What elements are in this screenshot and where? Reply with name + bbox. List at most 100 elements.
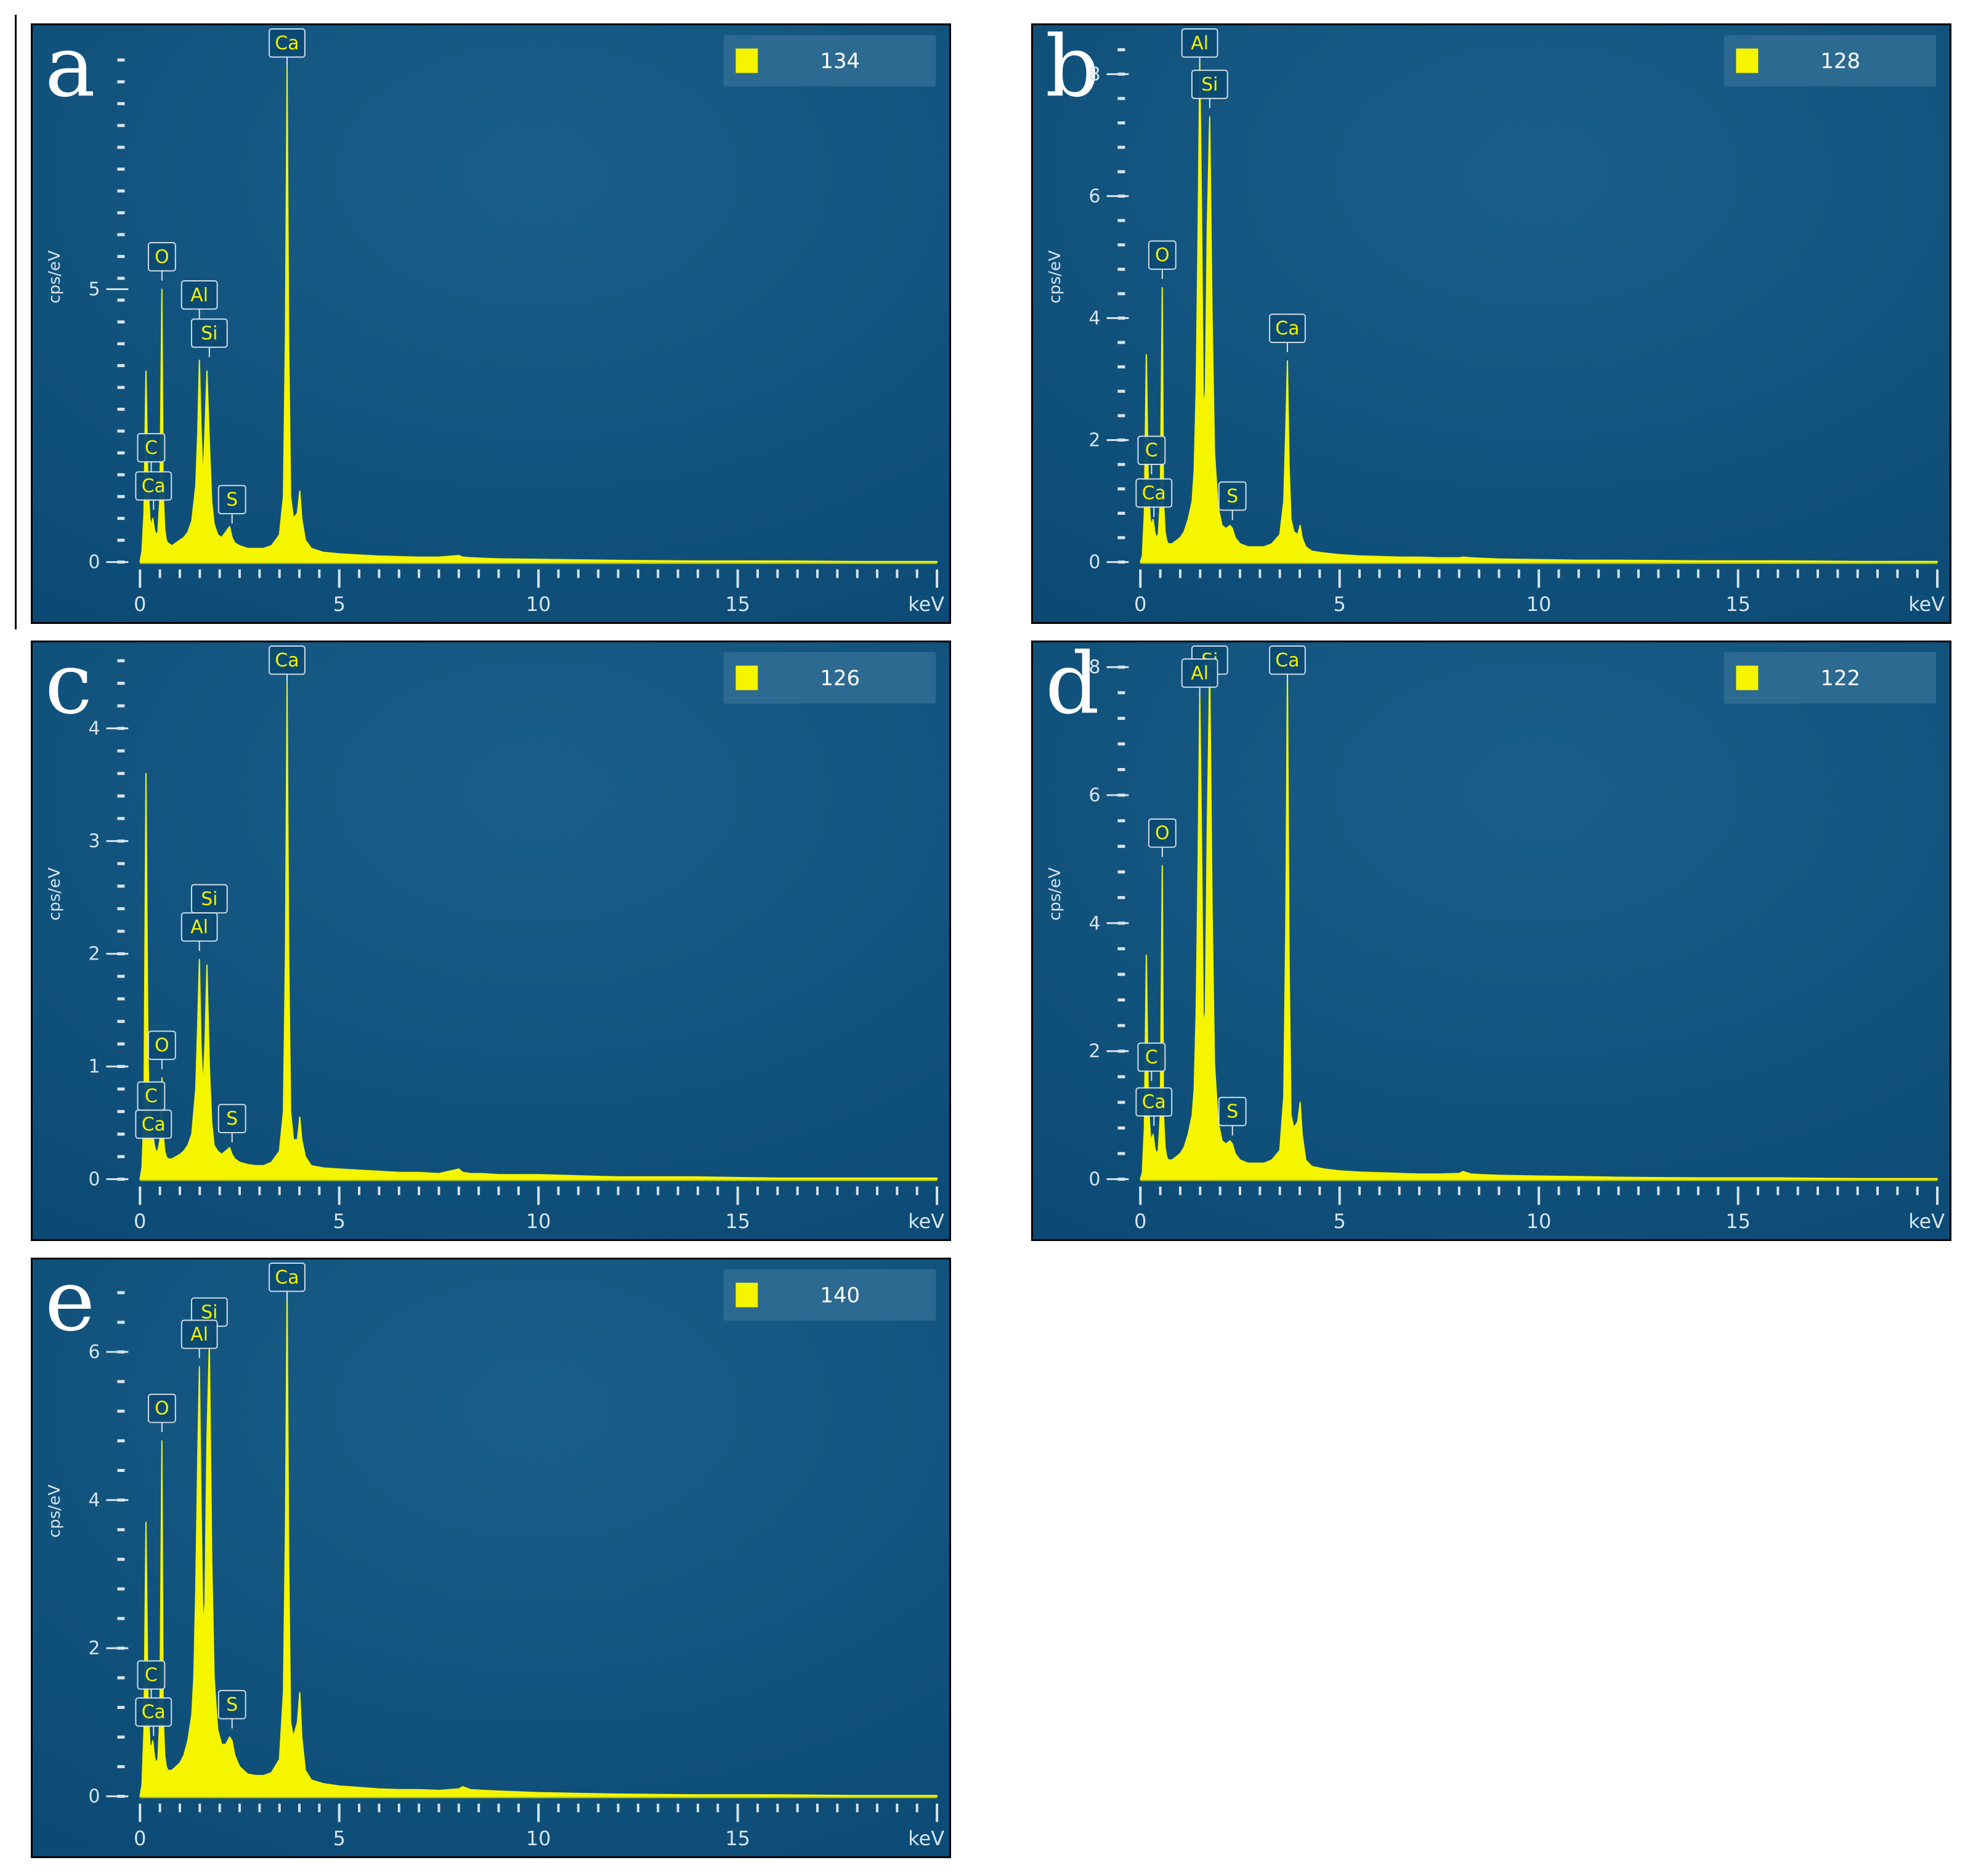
x-tick-label: 5 <box>333 1827 346 1850</box>
x-tick-label: 10 <box>1526 1210 1552 1233</box>
spectrum-panel-e: e 0 2 4 6 cps/eV 0 5 10 15 keV Ca Si Al O C Ca S 140 <box>31 1258 951 1858</box>
spectrum-panel-c: c 0 1 2 3 4 cps/eV 0 5 10 15 keV Ca Si Al O C Ca S 126 <box>31 641 951 1241</box>
x-axis-unit: keV <box>1908 1210 1945 1233</box>
legend-label: 134 <box>820 49 860 73</box>
peak-label-text: Si <box>201 888 217 910</box>
peak-label-text: Si <box>201 1301 217 1323</box>
legend-label: 126 <box>820 666 860 690</box>
legend-box <box>723 34 936 87</box>
peak-label-si: Si <box>1191 70 1228 108</box>
figure-divider-line <box>15 15 17 629</box>
peak-label-ca: Ca <box>1269 645 1306 684</box>
peak-label-al: Al <box>180 912 218 951</box>
y-tick-label: 4 <box>1089 913 1101 934</box>
peak-label-ca: Ca <box>269 1262 306 1301</box>
peak-label-text: O <box>155 246 169 268</box>
peak-label-al: Al <box>1181 28 1218 67</box>
peak-label-ca: Ca <box>135 1697 172 1736</box>
x-tick-label: 15 <box>725 1827 750 1850</box>
legend-box <box>723 652 936 704</box>
peak-label-text: Si <box>1201 74 1218 95</box>
peak-label-text: O <box>155 1398 169 1420</box>
peak-label-box <box>1269 313 1306 343</box>
peak-label-text: Ca <box>275 1267 299 1288</box>
y-tick-label: 2 <box>1089 430 1101 451</box>
x-axis-unit: keV <box>1908 592 1945 616</box>
panel-letter: a <box>45 25 95 116</box>
y-tick-label: 0 <box>1089 552 1101 573</box>
y-axis-label: cps/eV <box>1046 867 1064 921</box>
legend: 140 <box>723 1269 936 1321</box>
y-tick-label: 4 <box>89 718 100 740</box>
y-tick-label: 4 <box>1089 307 1101 329</box>
spectrum-panel-a: a 0 5 cps/eV 0 5 10 15 keV Ca O Al Si C Ca S 134 <box>31 23 951 624</box>
legend-swatch <box>735 48 758 73</box>
x-tick-label: 15 <box>725 1210 750 1233</box>
peak-label-ca: Ca <box>1135 1087 1173 1126</box>
peak-label-o: O <box>1148 240 1177 280</box>
peak-label-text: Ca <box>1142 1091 1166 1113</box>
x-tick-label: 0 <box>134 592 146 616</box>
x-tick-label: 5 <box>333 592 346 616</box>
spectrum-chart-c: c 0 1 2 3 4 cps/eV 0 5 10 15 keV Ca Si Al O C Ca S 126 <box>33 642 949 1239</box>
y-tick-label: 8 <box>1089 657 1101 678</box>
peak-label-text: Ca <box>142 475 166 497</box>
legend: 128 <box>1724 34 1937 87</box>
peak-label-text: Ca <box>1275 318 1299 339</box>
peak-label-c: C <box>137 1660 166 1699</box>
spectrum-series <box>1140 61 1939 563</box>
panel-letter: c <box>45 642 92 733</box>
peak-label-o: O <box>147 242 176 281</box>
x-tick-label: 15 <box>725 592 750 616</box>
x-tick-label: 10 <box>1526 592 1552 616</box>
spectrum-panel-b: b 0 2 4 6 8 cps/eV 0 5 10 15 keV Al Si O Ca C Ca S 128 <box>1031 23 1951 624</box>
peak-label-ca: Ca <box>135 1109 172 1149</box>
peak-label-text: S <box>226 489 238 511</box>
y-tick-label: 5 <box>89 279 100 301</box>
plot-background <box>33 25 949 622</box>
x-tick-label: 0 <box>134 1210 146 1233</box>
x-axis-unit: keV <box>908 592 944 616</box>
x-axis-unit: keV <box>908 1210 944 1233</box>
spectrum-chart-b: b 0 2 4 6 8 cps/eV 0 5 10 15 keV Al Si O Ca C Ca S 128 <box>1033 25 1950 622</box>
peak-label-text: Al <box>190 1324 208 1345</box>
x-tick-label: 5 <box>333 1210 346 1233</box>
x-tick-label: 0 <box>1134 1210 1146 1233</box>
plot-background <box>33 1259 949 1856</box>
peak-label-text: O <box>1155 823 1170 844</box>
x-tick-label: 10 <box>526 1210 551 1233</box>
peak-label-text: Al <box>190 285 208 306</box>
x-tick-label: 0 <box>134 1827 146 1850</box>
y-tick-label: 6 <box>1089 185 1101 207</box>
peak-label-text: C <box>145 1665 158 1686</box>
y-tick-label: 0 <box>89 552 100 573</box>
peak-label-text: Al <box>1191 663 1209 684</box>
legend-swatch <box>735 1282 758 1308</box>
legend: 134 <box>723 34 936 87</box>
peak-label-c: C <box>137 433 166 472</box>
peak-label-text: O <box>1155 245 1170 266</box>
plot-background <box>33 642 949 1239</box>
legend-label: 128 <box>1820 49 1860 73</box>
peak-label-text: S <box>226 1108 238 1130</box>
peak-label-text: C <box>1145 440 1158 461</box>
peak-label-c: C <box>1137 1042 1166 1082</box>
spectrum-chart-a: a 0 5 cps/eV 0 5 10 15 keV Ca O Al Si C Ca S 134 <box>33 25 949 622</box>
y-axis-label: cps/eV <box>46 867 64 921</box>
peak-label-si: Si <box>190 318 228 357</box>
y-tick-label: 8 <box>1089 63 1101 85</box>
peak-label-al: Al <box>180 1319 218 1359</box>
y-tick-label: 0 <box>1089 1169 1101 1191</box>
y-tick-label: 6 <box>89 1341 100 1363</box>
legend-swatch <box>1736 665 1759 690</box>
y-axis-label: cps/eV <box>46 1484 64 1538</box>
peak-label-box <box>147 1393 176 1423</box>
spectrum-series <box>1140 666 1939 1180</box>
peak-label-o: O <box>147 1030 176 1069</box>
peak-label-text: Ca <box>1142 482 1166 504</box>
peak-label-ca: Ca <box>135 471 172 510</box>
peak-label-text: Al <box>1191 33 1209 54</box>
peak-label-text: Si <box>201 323 217 344</box>
